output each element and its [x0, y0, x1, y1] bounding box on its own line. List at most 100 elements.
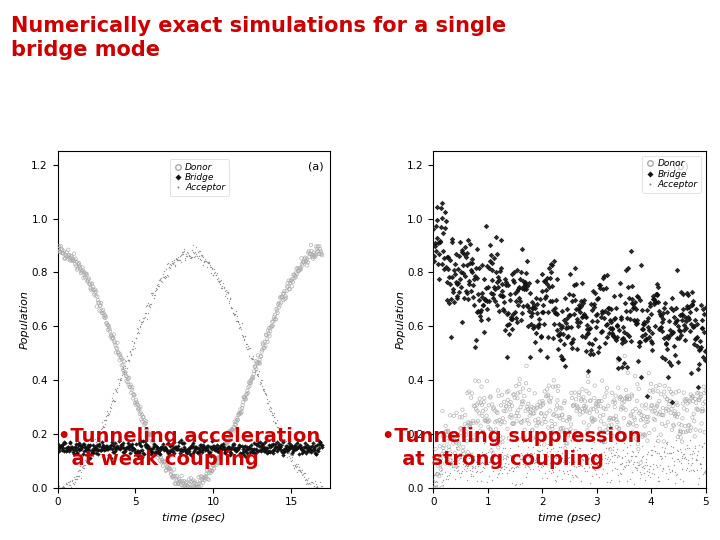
Point [203, 257, 215, 266]
Point [483, 296, 495, 305]
Point [531, 277, 543, 286]
Point [521, 361, 532, 370]
Point [539, 469, 551, 477]
Point [91, 287, 102, 296]
Point [487, 294, 499, 302]
Point [546, 462, 558, 471]
Point [192, 483, 204, 491]
Point [619, 299, 631, 307]
Point [135, 447, 146, 455]
Point [568, 433, 580, 441]
Point [262, 326, 274, 335]
Point [616, 314, 627, 323]
Point [284, 285, 295, 294]
Point [649, 416, 661, 424]
Point [284, 442, 296, 451]
Point [253, 442, 265, 451]
Point [174, 480, 185, 488]
Point [147, 448, 158, 457]
Point [475, 421, 487, 430]
Point [202, 258, 214, 267]
Point [226, 425, 238, 434]
Point [157, 444, 168, 453]
Point [447, 431, 459, 440]
Point [570, 264, 581, 273]
Point [451, 435, 463, 443]
Point [625, 411, 636, 420]
Point [571, 473, 582, 482]
Point [92, 296, 104, 305]
Point [90, 437, 102, 446]
Point [677, 476, 688, 485]
Point [575, 318, 586, 327]
Point [97, 423, 109, 431]
Point [307, 439, 319, 448]
Point [616, 334, 628, 343]
Point [86, 280, 97, 288]
Point [81, 446, 92, 455]
Point [157, 457, 168, 465]
Point [490, 433, 502, 442]
Point [626, 451, 638, 460]
Point [240, 395, 251, 403]
Point [618, 438, 629, 447]
Point [441, 431, 453, 440]
Point [606, 329, 617, 338]
Point [455, 451, 467, 460]
Point [316, 442, 328, 451]
Point [544, 274, 556, 282]
Point [304, 249, 315, 258]
Point [589, 465, 600, 474]
Point [312, 436, 323, 445]
Point [642, 467, 653, 475]
Point [560, 323, 572, 332]
Point [175, 478, 186, 487]
Point [122, 356, 133, 364]
Point [636, 332, 648, 340]
Point [439, 224, 451, 232]
Point [474, 427, 486, 435]
Point [492, 443, 504, 452]
Point [477, 458, 489, 467]
Point [442, 460, 454, 468]
Point [133, 449, 145, 457]
Point [682, 441, 693, 450]
Point [150, 286, 162, 294]
Point [168, 258, 179, 267]
Point [115, 353, 127, 361]
Point [238, 333, 249, 342]
Point [656, 443, 667, 451]
Point [314, 245, 325, 254]
Point [510, 480, 521, 488]
Point [63, 251, 75, 259]
Point [689, 444, 701, 453]
Point [560, 439, 572, 448]
Point [120, 444, 131, 453]
Point [221, 288, 233, 296]
Point [680, 464, 692, 473]
Point [590, 415, 601, 424]
Point [632, 440, 644, 448]
Point [435, 455, 446, 463]
Point [251, 447, 263, 455]
Point [599, 454, 611, 463]
Point [99, 313, 110, 322]
Point [634, 429, 645, 438]
Point [279, 441, 291, 450]
Point [513, 380, 525, 388]
Point [174, 477, 186, 485]
Point [575, 461, 587, 469]
Point [546, 296, 558, 305]
Point [628, 420, 639, 429]
Point [477, 288, 488, 297]
Point [624, 395, 636, 403]
Point [635, 260, 647, 269]
Point [308, 481, 320, 490]
Point [629, 298, 641, 306]
Point [133, 329, 145, 338]
Point [567, 451, 578, 460]
Point [149, 286, 161, 295]
Point [456, 318, 467, 326]
Point [246, 374, 258, 383]
Point [607, 443, 618, 451]
